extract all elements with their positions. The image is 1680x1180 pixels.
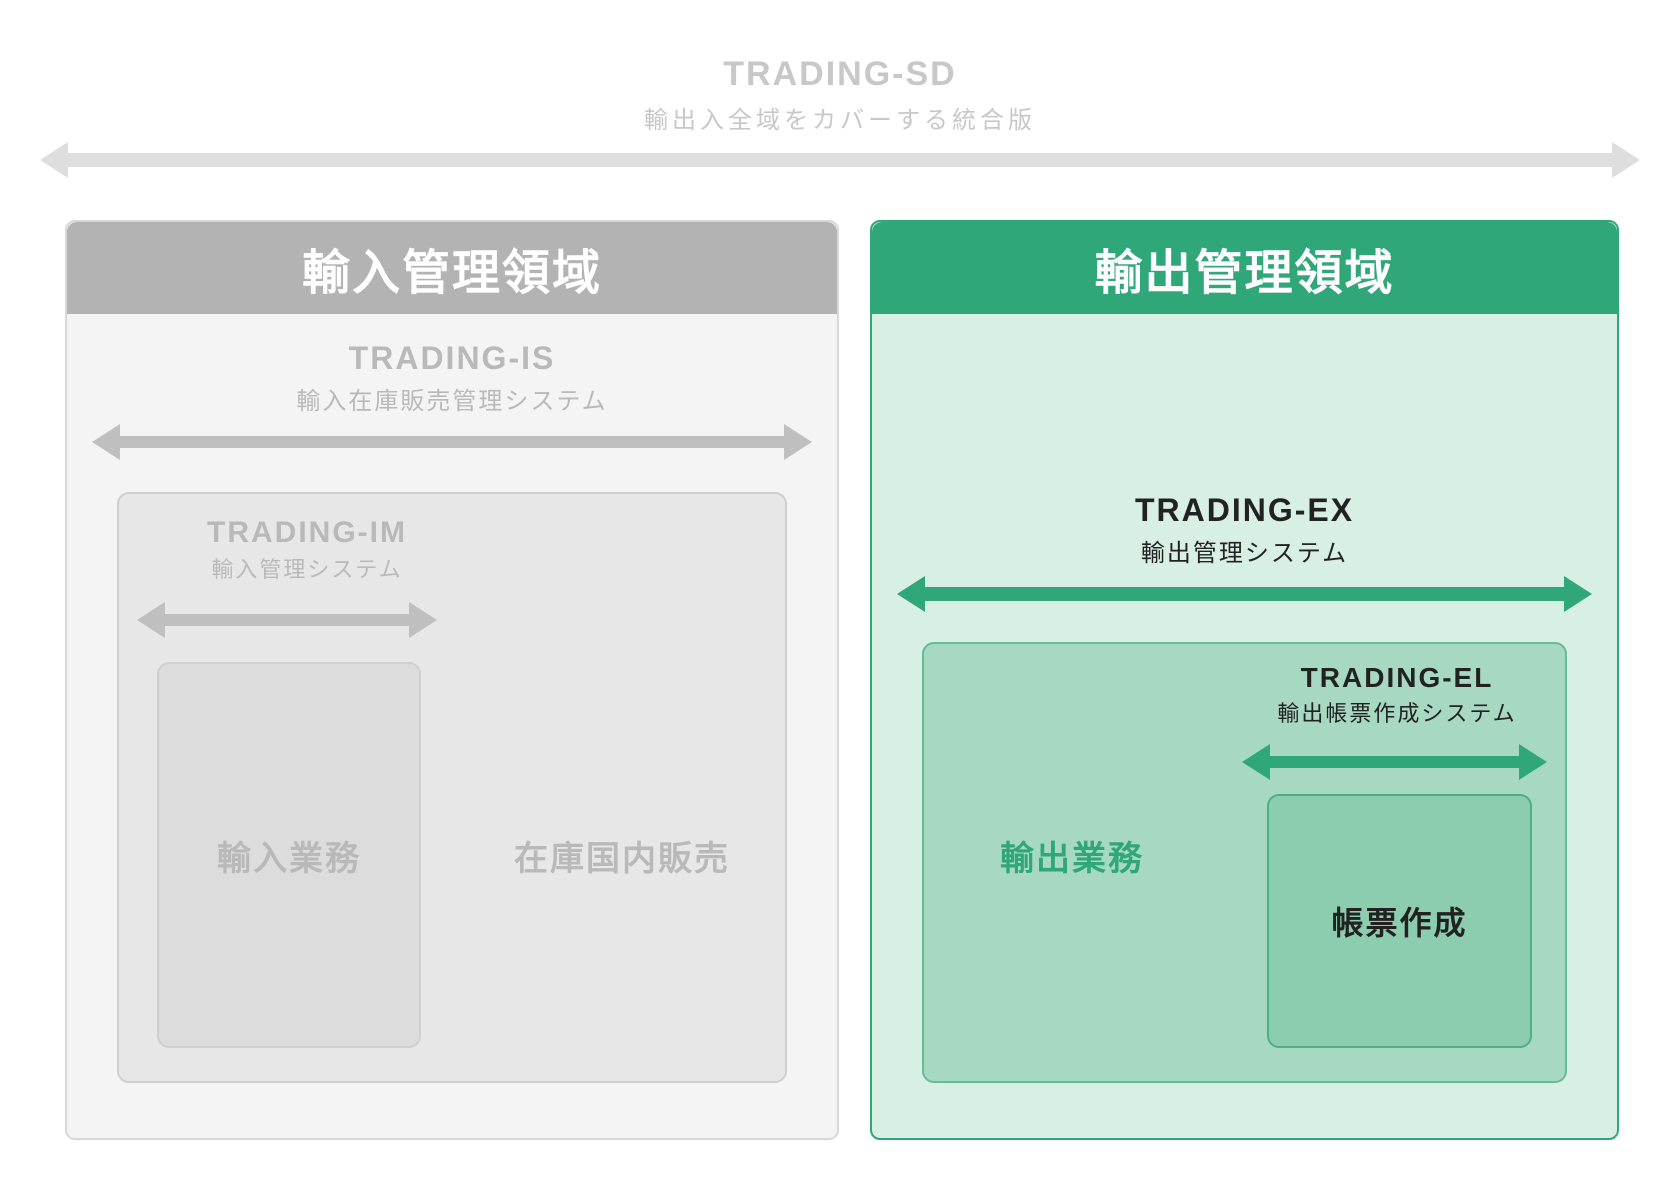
export-panel-header: 輸出管理領域 [872, 222, 1617, 314]
is-title: TRADING-IS [296, 340, 607, 377]
ex-title: TRADING-EX [1135, 492, 1354, 529]
export-panel: 輸出管理領域 TRADING-EX 輸出管理システム 輸出業務 TRADING-… [870, 220, 1619, 1140]
ex-title-block: TRADING-EX 輸出管理システム [1135, 492, 1354, 568]
import-panel: 輸入管理領域 TRADING-IS 輸入在庫販売管理システム TRADING-I… [65, 220, 839, 1140]
el-title-block: TRADING-EL 輸出帳票作成システム [1252, 662, 1542, 728]
import-task-box: 輸入業務 [157, 662, 421, 1048]
im-title: TRADING-IM [177, 516, 437, 550]
import-panel-title: 輸入管理領域 [302, 233, 602, 303]
el-title: TRADING-EL [1252, 662, 1542, 694]
el-range-arrow [1242, 752, 1547, 772]
domestic-sales-label: 在庫国内販売 [487, 662, 757, 1048]
sd-title-block: TRADING-SD 輸出入全域をカバーする統合版 [644, 55, 1036, 135]
sd-range-arrow [40, 150, 1640, 170]
ex-subtitle: 輸出管理システム [1135, 533, 1354, 568]
export-task-label: 輸出業務 [942, 662, 1202, 1048]
import-panel-header: 輸入管理領域 [67, 222, 837, 314]
import-task-label: 輸入業務 [217, 831, 361, 880]
el-subtitle: 輸出帳票作成システム [1252, 696, 1542, 728]
im-title-block: TRADING-IM 輸入管理システム [177, 516, 437, 584]
im-range-arrow [137, 610, 437, 630]
is-title-block: TRADING-IS 輸入在庫販売管理システム [296, 340, 607, 416]
report-create-box: 帳票作成 [1267, 794, 1532, 1048]
ex-range-arrow [897, 584, 1592, 604]
im-subtitle: 輸入管理システム [177, 552, 437, 584]
sd-title: TRADING-SD [644, 55, 1036, 94]
diagram-canvas: TRADING-SD 輸出入全域をカバーする統合版 輸入管理領域 TRADING… [0, 0, 1680, 1180]
is-subtitle: 輸入在庫販売管理システム [296, 381, 607, 416]
report-create-label: 帳票作成 [1331, 898, 1467, 944]
sd-subtitle: 輸出入全域をカバーする統合版 [644, 100, 1036, 135]
export-panel-title: 輸出管理領域 [1094, 233, 1394, 303]
is-range-arrow [92, 432, 812, 452]
